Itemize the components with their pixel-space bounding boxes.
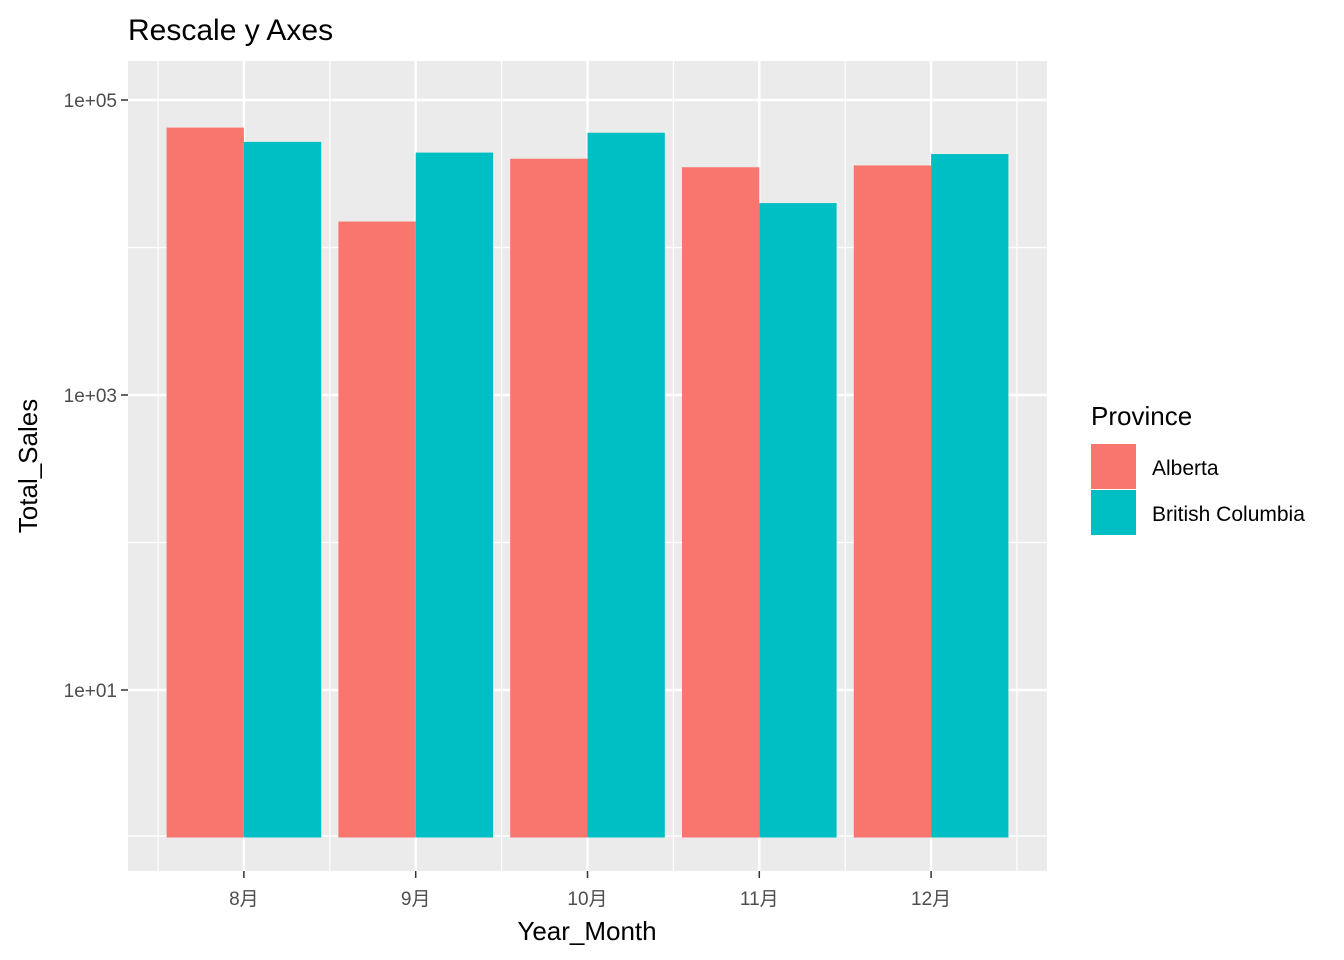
bar-alberta-3	[510, 158, 588, 838]
bar-alberta-2	[338, 221, 416, 838]
x-axis-title: Year_Month	[517, 916, 656, 946]
legend-key-british-columbia	[1091, 490, 1136, 535]
legend: Province Alberta British Columbia	[1091, 401, 1305, 535]
y-tick-label: 1e+01	[64, 681, 117, 702]
y-axis: 1e+05 1e+03 1e+01	[64, 91, 128, 702]
chart-title: Rescale y Axes	[128, 14, 333, 47]
x-tick-label: 12月	[911, 889, 951, 910]
x-tick-label: 10月	[567, 889, 607, 910]
bar-alberta-1	[166, 127, 244, 838]
legend-key-alberta	[1091, 444, 1136, 489]
x-tick-label: 11月	[740, 889, 779, 910]
legend-label: Alberta	[1152, 457, 1219, 480]
y-axis-title: Total_Sales	[13, 399, 43, 533]
bar-british-columbia-2	[415, 152, 494, 838]
y-tick-label: 1e+03	[64, 386, 117, 407]
y-tick-label: 1e+05	[64, 91, 117, 112]
x-tick-label: 8月	[229, 889, 259, 910]
bars	[166, 127, 1009, 838]
legend-title: Province	[1091, 401, 1192, 431]
x-axis: 8月 9月 10月 11月 12月	[229, 871, 951, 910]
bar-british-columbia-1	[243, 141, 322, 838]
x-tick-label: 9月	[401, 889, 431, 910]
bar-british-columbia-4	[759, 203, 837, 838]
legend-label: British Columbia	[1152, 503, 1305, 526]
bar-british-columbia-5	[931, 154, 1009, 838]
bar-alberta-5	[853, 165, 932, 838]
bar-alberta-4	[681, 167, 760, 838]
bar-british-columbia-3	[587, 132, 665, 838]
